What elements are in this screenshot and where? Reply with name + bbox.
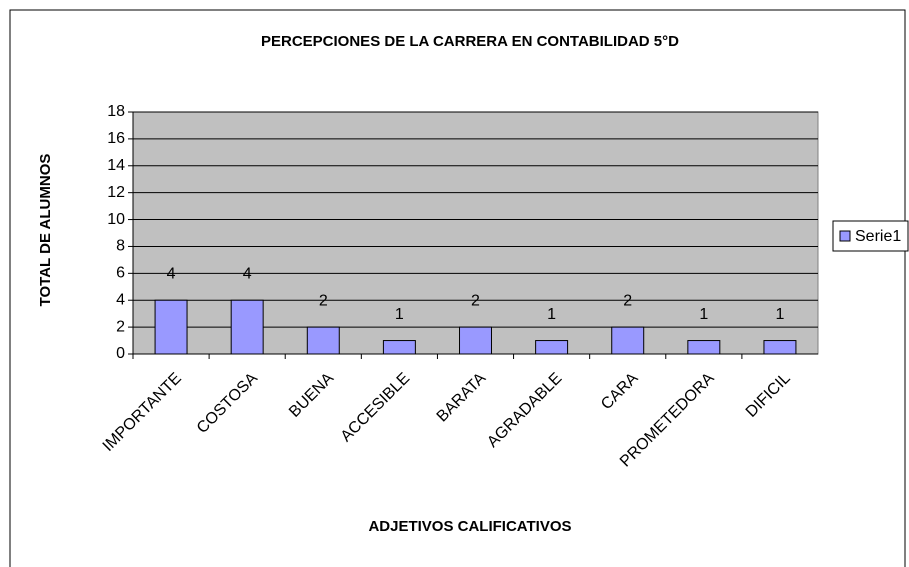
data-label: 1: [395, 306, 404, 323]
bar: [763, 340, 797, 355]
bar: [306, 326, 340, 355]
y-tick-label: 14: [107, 157, 125, 174]
y-axis-label: TOTAL DE ALUMNOS: [37, 154, 54, 307]
y-tick-label: 4: [116, 291, 125, 308]
bar: [459, 326, 492, 355]
data-label: 2: [471, 292, 480, 309]
legend-label: Serie1: [855, 228, 901, 245]
data-label: 1: [547, 306, 556, 323]
data-label: 2: [623, 292, 632, 309]
y-tick-label: 10: [107, 211, 125, 228]
bar: [687, 340, 721, 355]
x-axis-label: ADJETIVOS CALIFICATIVOS: [368, 518, 571, 535]
data-label: 2: [319, 292, 328, 309]
bar: [382, 340, 416, 355]
y-tick-label: 8: [116, 238, 125, 255]
bar: [611, 326, 645, 355]
y-tick-label: 16: [107, 130, 125, 147]
y-tick-label: 18: [107, 103, 125, 120]
data-label: 4: [167, 265, 176, 282]
bar: [154, 299, 188, 355]
y-tick-label: 2: [116, 318, 125, 335]
data-label: 1: [699, 306, 708, 323]
bar: [535, 340, 569, 355]
bar: [230, 299, 264, 355]
legend-swatch: [839, 230, 851, 242]
chart-title: PERCEPCIONES DE LA CARRERA EN CONTABILID…: [261, 33, 679, 50]
y-tick-label: 0: [116, 345, 125, 362]
y-tick-label: 6: [116, 265, 125, 282]
data-label: 4: [243, 265, 252, 282]
data-label: 1: [775, 306, 784, 323]
y-tick-label: 12: [107, 184, 125, 201]
